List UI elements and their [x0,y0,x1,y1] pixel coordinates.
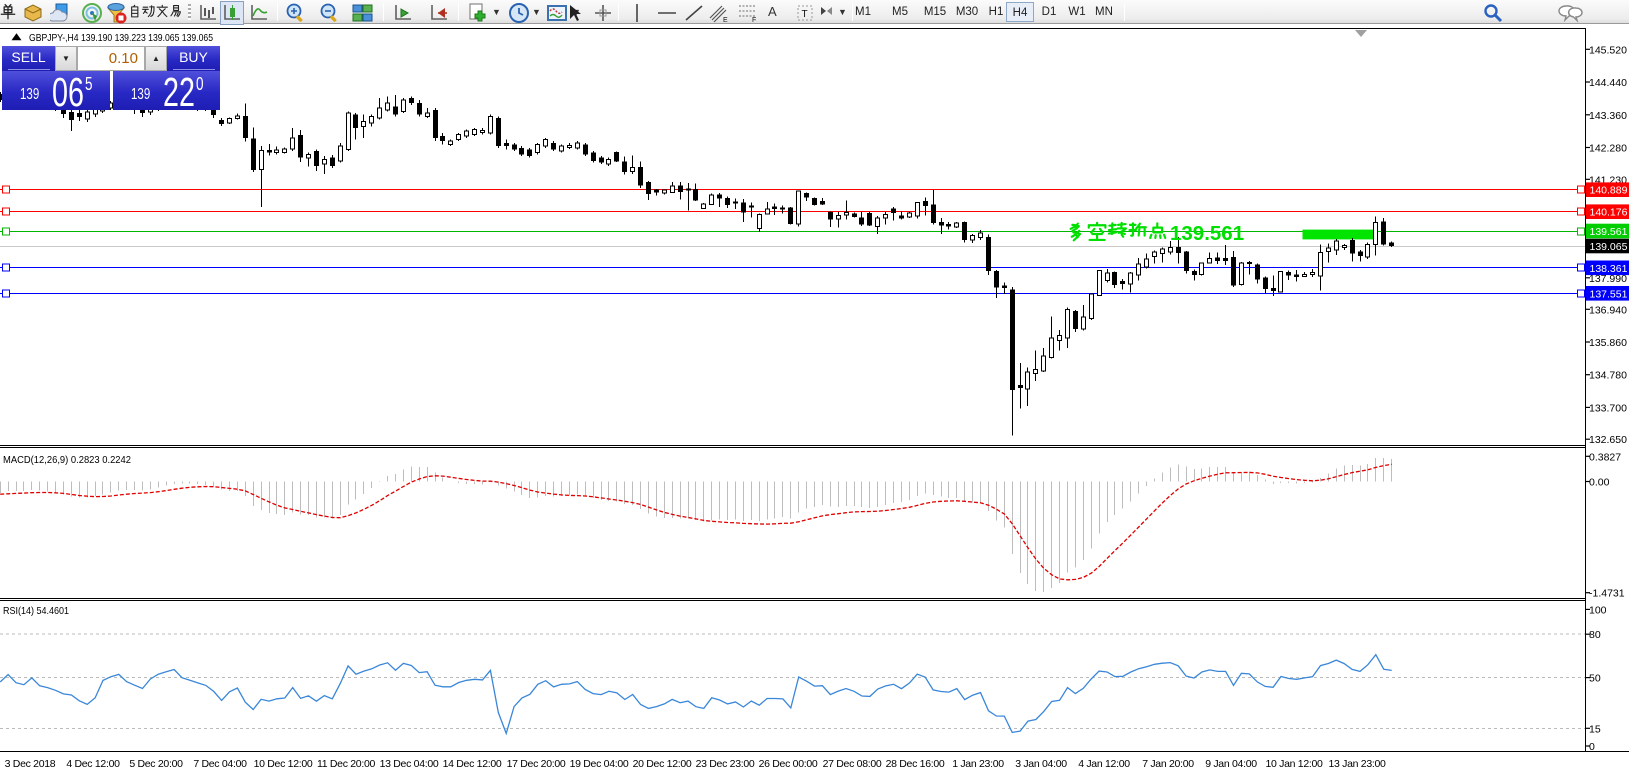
svg-text:135.860: 135.860 [1589,337,1627,349]
svg-text:7 Jan 20:00: 7 Jan 20:00 [1142,758,1194,770]
svg-text:RSI(14) 54.4601: RSI(14) 54.4601 [3,605,69,617]
svg-text:138.361: 138.361 [1590,263,1628,275]
svg-text:GBPJPY-,H4 139.190 139.223 13: GBPJPY-,H4 139.190 139.223 139.065 139.0… [29,32,213,44]
svg-text:20 Dec 12:00: 20 Dec 12:00 [633,758,692,770]
svg-text:4 Dec 12:00: 4 Dec 12:00 [66,758,120,770]
svg-text:143.360: 143.360 [1589,110,1627,122]
svg-text:15: 15 [1589,723,1601,735]
svg-text:F: F [752,17,756,24]
svg-text:139.561: 139.561 [1170,222,1244,245]
svg-text:0: 0 [1589,741,1595,753]
svg-text:137.990: 137.990 [1589,273,1627,285]
svg-text:23 Dec 23:00: 23 Dec 23:00 [696,758,755,770]
svg-text:5 Dec 20:00: 5 Dec 20:00 [129,758,183,770]
svg-text:13 Jan 23:00: 13 Jan 23:00 [1328,758,1386,770]
svg-text:134.780: 134.780 [1589,370,1627,382]
svg-text:14 Dec 12:00: 14 Dec 12:00 [443,758,502,770]
svg-text:27 Dec 08:00: 27 Dec 08:00 [823,758,882,770]
svg-text:MACD(12,26,9) 0.2823 0.2242: MACD(12,26,9) 0.2823 0.2242 [3,454,131,466]
svg-text:133.700: 133.700 [1589,402,1627,414]
svg-text:9 Jan 04:00: 9 Jan 04:00 [1205,758,1257,770]
svg-text:140.889: 140.889 [1590,185,1628,197]
svg-text:1 Jan 23:00: 1 Jan 23:00 [952,758,1004,770]
svg-text:E: E [723,17,728,24]
svg-text:7 Dec 04:00: 7 Dec 04:00 [193,758,247,770]
svg-text:4 Jan 12:00: 4 Jan 12:00 [1078,758,1130,770]
svg-text:136.940: 136.940 [1589,304,1627,316]
svg-text:3 Dec 2018: 3 Dec 2018 [5,758,56,770]
svg-text:0.00: 0.00 [1589,477,1610,489]
svg-text:-1.4731: -1.4731 [1589,588,1625,600]
svg-text:137.551: 137.551 [1590,288,1628,300]
svg-text:10 Dec 12:00: 10 Dec 12:00 [254,758,313,770]
svg-text:139.561: 139.561 [1590,226,1628,238]
svg-text:T: T [802,9,808,20]
svg-text:140.176: 140.176 [1590,207,1628,219]
svg-text:28 Dec 16:00: 28 Dec 16:00 [886,758,945,770]
svg-text:50: 50 [1589,673,1601,685]
svg-text:11 Dec 20:00: 11 Dec 20:00 [317,758,376,770]
svg-text:132.650: 132.650 [1589,434,1627,446]
svg-text:17 Dec 20:00: 17 Dec 20:00 [507,758,566,770]
svg-text:80: 80 [1589,629,1601,641]
svg-text:10 Jan 12:00: 10 Jan 12:00 [1265,758,1323,770]
svg-text:100: 100 [1589,604,1607,616]
svg-text:13 Dec 04:00: 13 Dec 04:00 [380,758,439,770]
svg-text:142.280: 142.280 [1589,143,1627,155]
svg-text:3 Jan 04:00: 3 Jan 04:00 [1015,758,1067,770]
svg-text:139.065: 139.065 [1590,241,1628,253]
svg-text:0.3827: 0.3827 [1589,451,1621,463]
svg-text:19 Dec 04:00: 19 Dec 04:00 [570,758,629,770]
svg-text:26 Dec 00:00: 26 Dec 00:00 [759,758,818,770]
svg-text:145.520: 145.520 [1589,44,1627,56]
svg-text:144.440: 144.440 [1589,77,1627,89]
